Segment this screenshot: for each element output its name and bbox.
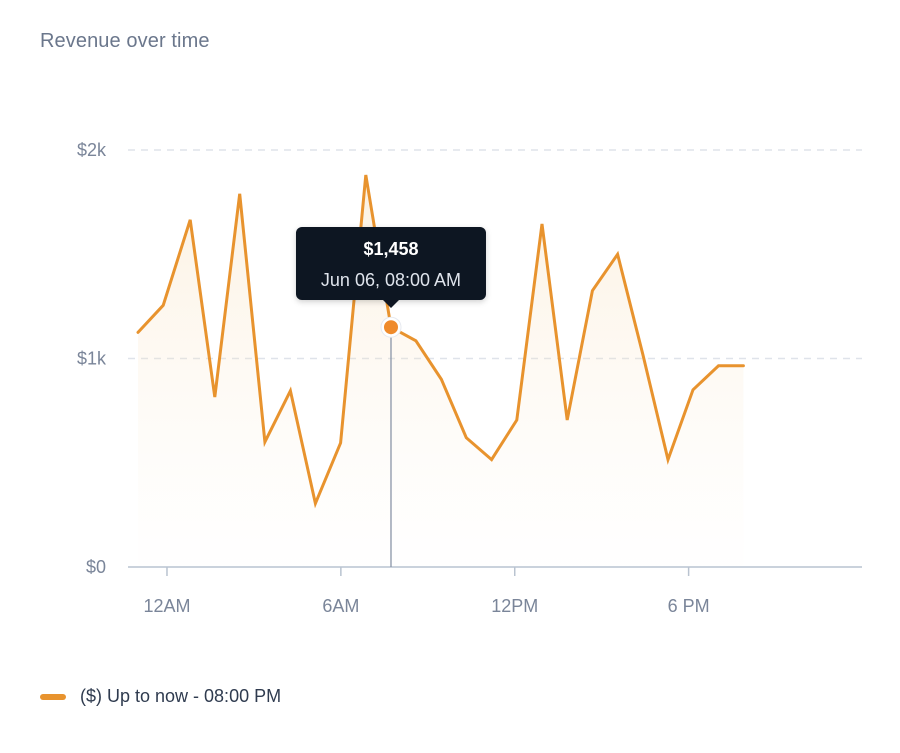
data-point[interactable]: [637, 348, 649, 360]
x-tick-label: 6 PM: [668, 596, 710, 616]
legend-label: ($) Up to now - 08:00 PM: [80, 686, 282, 706]
series-line-path: [136, 174, 745, 509]
x-tick-label: 12AM: [143, 596, 190, 616]
tooltip: $1,458 Jun 06, 08:00 AM: [295, 227, 486, 308]
data-point[interactable]: [335, 437, 347, 449]
tooltip-value: $1,458: [363, 239, 418, 259]
y-tick-label: $2k: [77, 140, 107, 160]
data-point[interactable]: [157, 299, 169, 311]
tooltip-arrow: [382, 300, 399, 308]
data-point[interactable]: [561, 414, 573, 426]
axes: $0 $1k $2k 12AM 6AM 12PM 6 PM: [77, 140, 862, 616]
data-point[interactable]: [259, 436, 271, 448]
hover-cursor: [380, 316, 402, 567]
y-tick-label: $1k: [77, 349, 107, 369]
chart-title: Revenue over time: [40, 30, 210, 52]
area-fill: [138, 175, 744, 567]
data-point[interactable]: [435, 373, 447, 385]
legend[interactable]: ($) Up to now - 08:00 PM: [40, 686, 281, 707]
data-point[interactable]: [209, 391, 221, 403]
x-tick-label: 6AM: [322, 596, 359, 616]
data-point[interactable]: [536, 218, 548, 230]
data-point[interactable]: [486, 454, 498, 466]
data-point[interactable]: [309, 497, 321, 509]
tooltip-box: [295, 227, 486, 300]
data-point[interactable]: [612, 248, 624, 260]
data-point[interactable]: [737, 360, 749, 372]
tooltip-date: Jun 06, 08:00 AM: [321, 270, 461, 290]
data-point[interactable]: [234, 188, 246, 200]
data-point[interactable]: [511, 414, 523, 426]
data-point[interactable]: [360, 169, 372, 181]
data-point[interactable]: [460, 432, 472, 444]
highlight-point: [383, 320, 398, 335]
data-point[interactable]: [410, 335, 422, 347]
data-point[interactable]: [687, 384, 699, 396]
data-point[interactable]: [586, 285, 598, 297]
series-line: [136, 174, 745, 509]
data-point[interactable]: [385, 321, 397, 333]
data-point[interactable]: [284, 385, 296, 397]
series-area: [138, 175, 744, 567]
x-tick-label: 12PM: [491, 596, 538, 616]
legend-swatch: [40, 693, 66, 700]
data-point[interactable]: [662, 454, 674, 466]
data-point[interactable]: [184, 214, 196, 226]
y-tick-label: $0: [86, 557, 106, 577]
data-point[interactable]: [712, 360, 724, 372]
data-point[interactable]: [132, 326, 144, 338]
